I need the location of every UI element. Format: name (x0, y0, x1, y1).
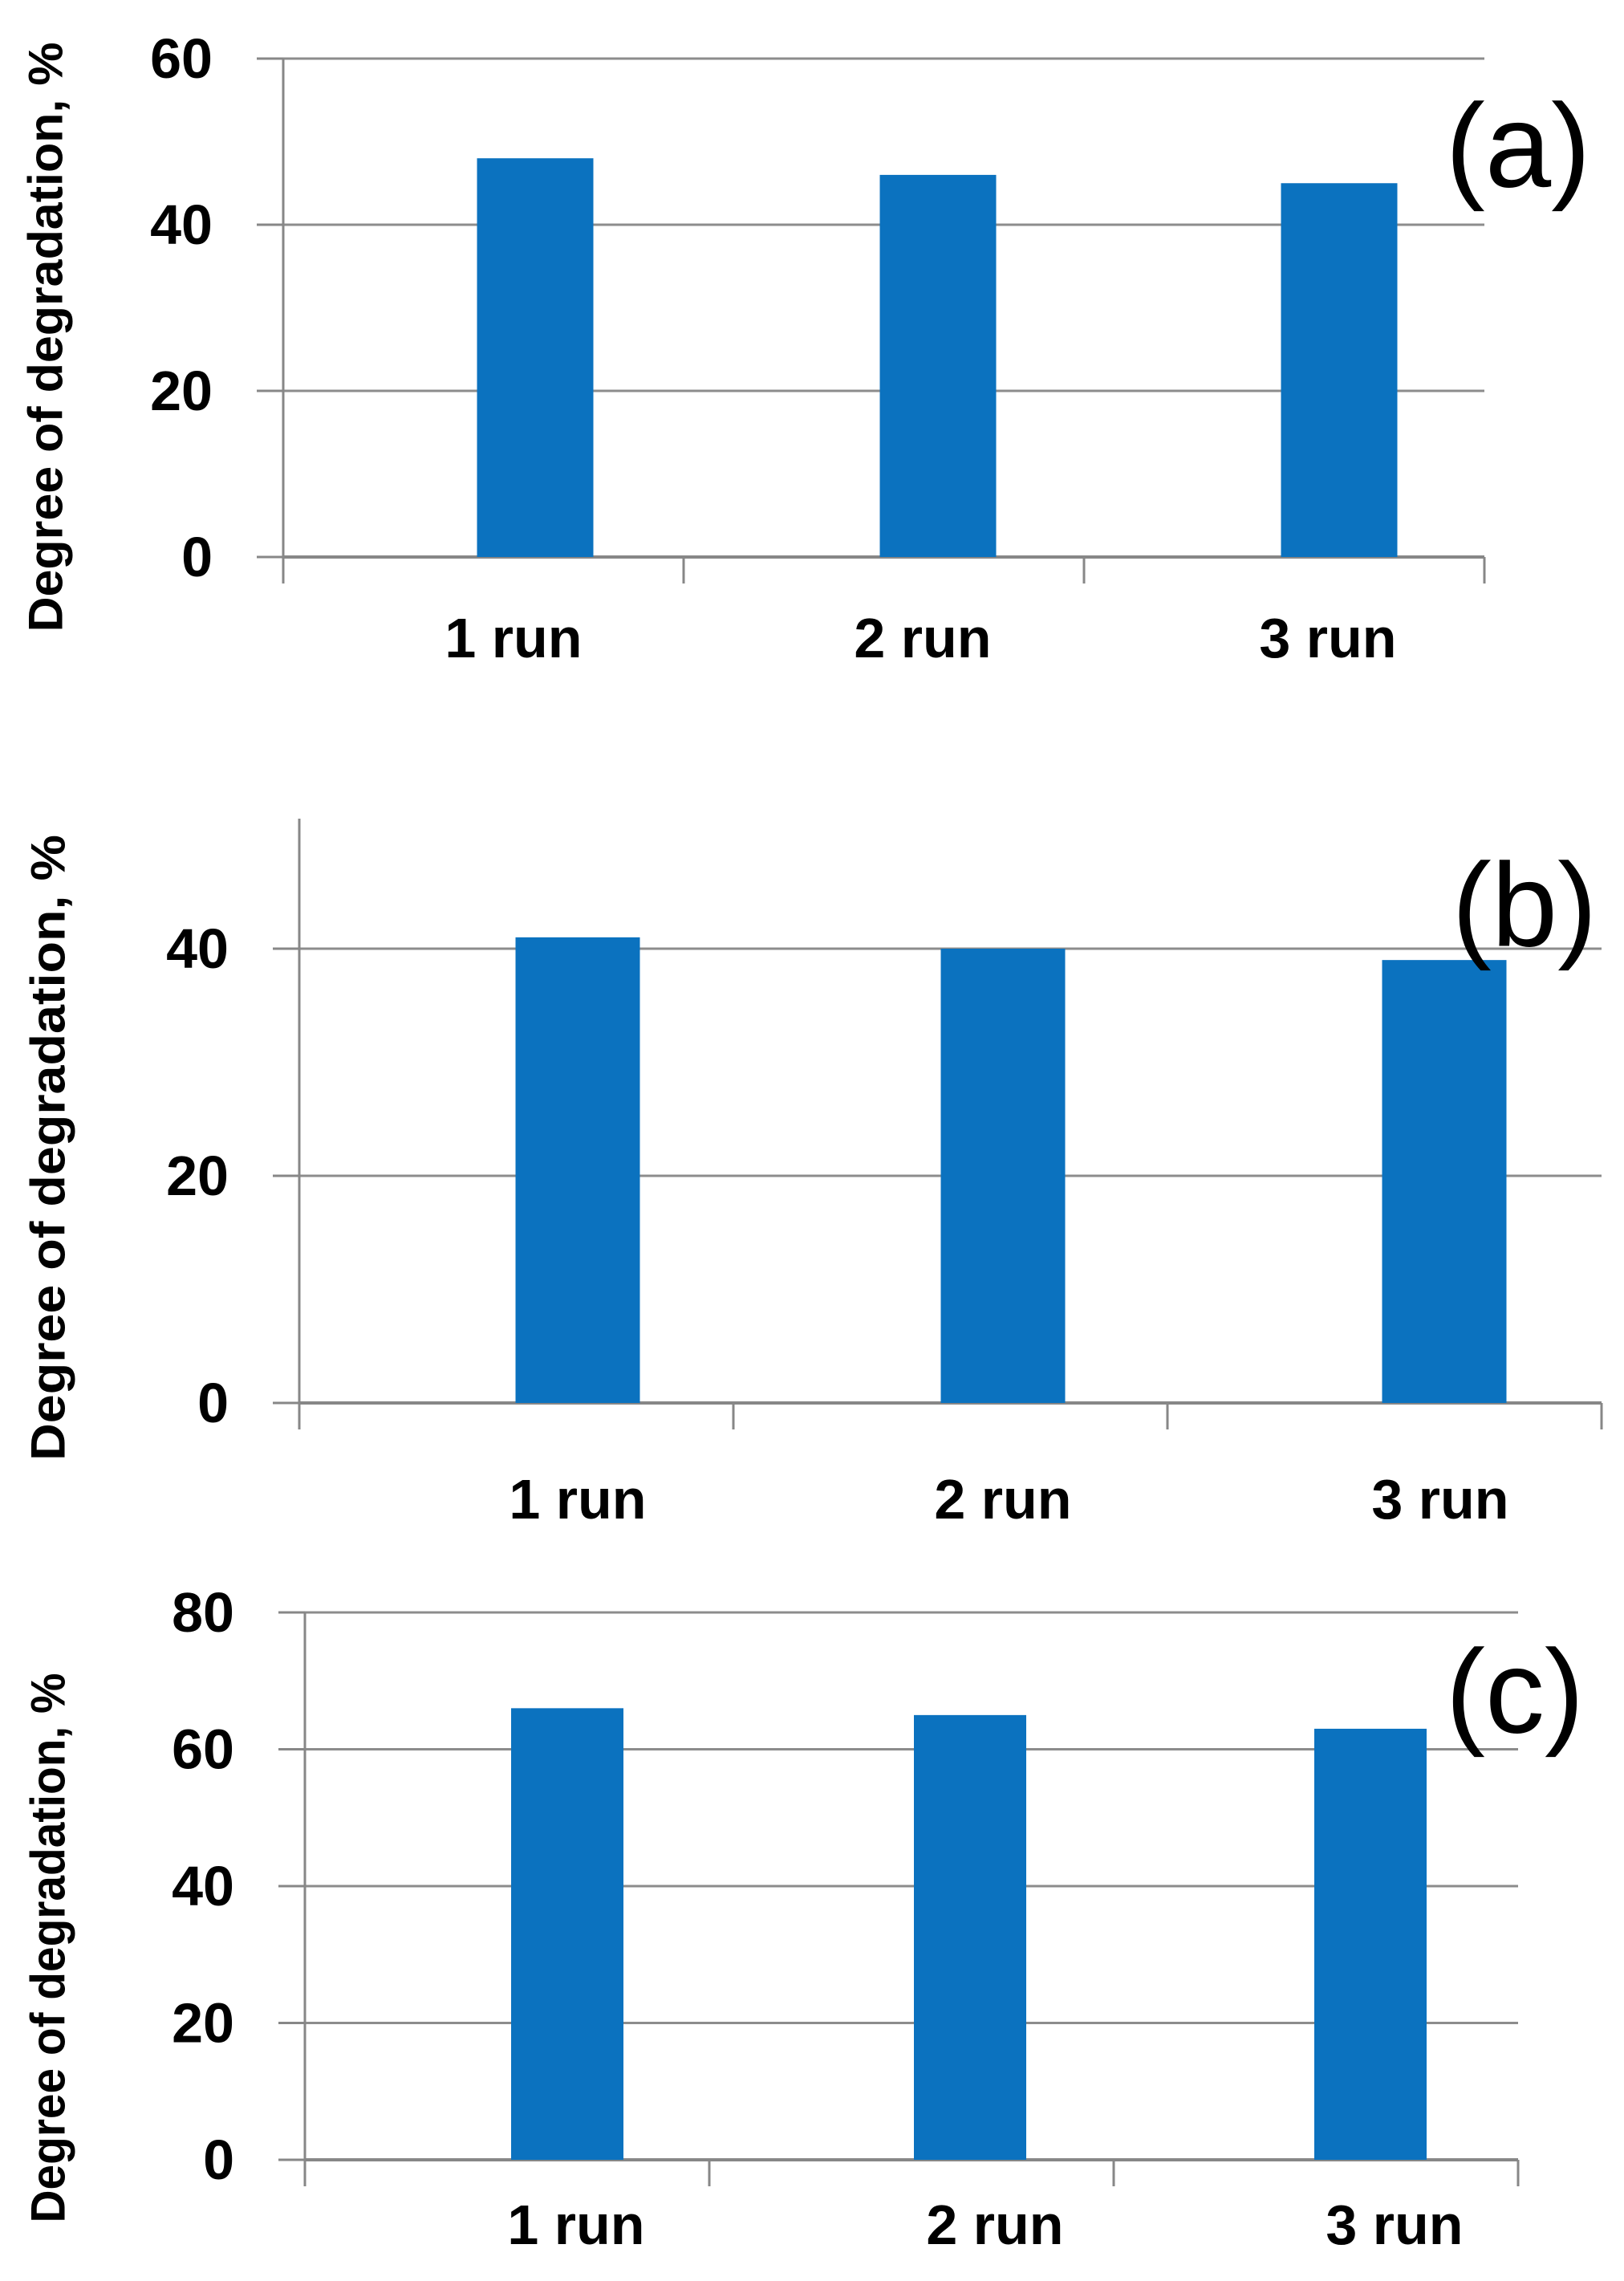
y-tick-label-60: 60 (172, 1718, 234, 1781)
bar-2-run (940, 949, 1066, 1403)
x-category-label-3-run: 3 run (1259, 607, 1396, 669)
y-tick-label-0: 0 (197, 1372, 229, 1434)
bar-3-run (1382, 960, 1507, 1403)
chart-panel-c: 0 20 40 60 80 1 run 2 run 3 run (c) Degree of deg… (0, 1565, 1624, 2281)
bar-3-run (1281, 183, 1398, 557)
y-tick-label-20: 20 (172, 1992, 234, 2055)
bar-1-run (477, 158, 594, 557)
y-tick-label-40: 40 (172, 1855, 234, 1917)
y-tick-label-20: 20 (150, 360, 213, 422)
y-axis-title: Degree of degradation, % (19, 43, 73, 632)
y-tick-label-80: 80 (172, 1581, 234, 1644)
bar-1-run (511, 1708, 623, 2160)
bar-2-run (879, 174, 997, 557)
x-category-label-3-run: 3 run (1371, 1468, 1508, 1529)
bar-chart-svg--a-: 0 20 40 60 1 run 2 run 3 run (a) Degree of degra… (19, 27, 1591, 669)
y-tick-label-60: 60 (150, 27, 213, 90)
panel-label--c-: (c) (1446, 1626, 1585, 1759)
y-tick-label-0: 0 (203, 2129, 234, 2191)
panel-label--b-: (b) (1452, 840, 1598, 972)
x-category-label-1-run: 1 run (507, 2194, 644, 2256)
bar-1-run (515, 937, 640, 1403)
bar-chart-svg--b-: 0 20 40 1 run 2 run 3 run (b) Degree of degrada… (22, 819, 1603, 1529)
bar-chart-svg--c-: 0 20 40 60 80 1 run 2 run 3 run (c) Degree of deg… (22, 1581, 1585, 2256)
bar-2-run (914, 1714, 1026, 2160)
y-tick-label-0: 0 (181, 526, 213, 588)
y-axis-title: Degree of degradation, % (22, 835, 75, 1461)
y-tick-label-40: 40 (166, 917, 229, 980)
x-category-label-1-run: 1 run (445, 607, 582, 669)
chart-panel-b: 0 20 40 1 run 2 run 3 run (b) Degree of degrada… (0, 803, 1624, 1529)
x-category-label-2-run: 2 run (934, 1468, 1071, 1529)
x-category-label-3-run: 3 run (1326, 2194, 1463, 2256)
x-category-label-1-run: 1 run (509, 1468, 646, 1529)
y-axis-title: Degree of degradation, % (22, 1673, 75, 2223)
x-category-label-2-run: 2 run (854, 607, 991, 669)
panel-label--a-: (a) (1446, 80, 1591, 213)
x-category-label-2-run: 2 run (926, 2194, 1063, 2256)
y-tick-label-40: 40 (150, 193, 213, 256)
bar-3-run (1314, 1728, 1427, 2160)
chart-panel-a: 0 20 40 60 1 run 2 run 3 run (a) Degree of degra… (0, 0, 1624, 730)
y-tick-label-20: 20 (166, 1145, 229, 1207)
